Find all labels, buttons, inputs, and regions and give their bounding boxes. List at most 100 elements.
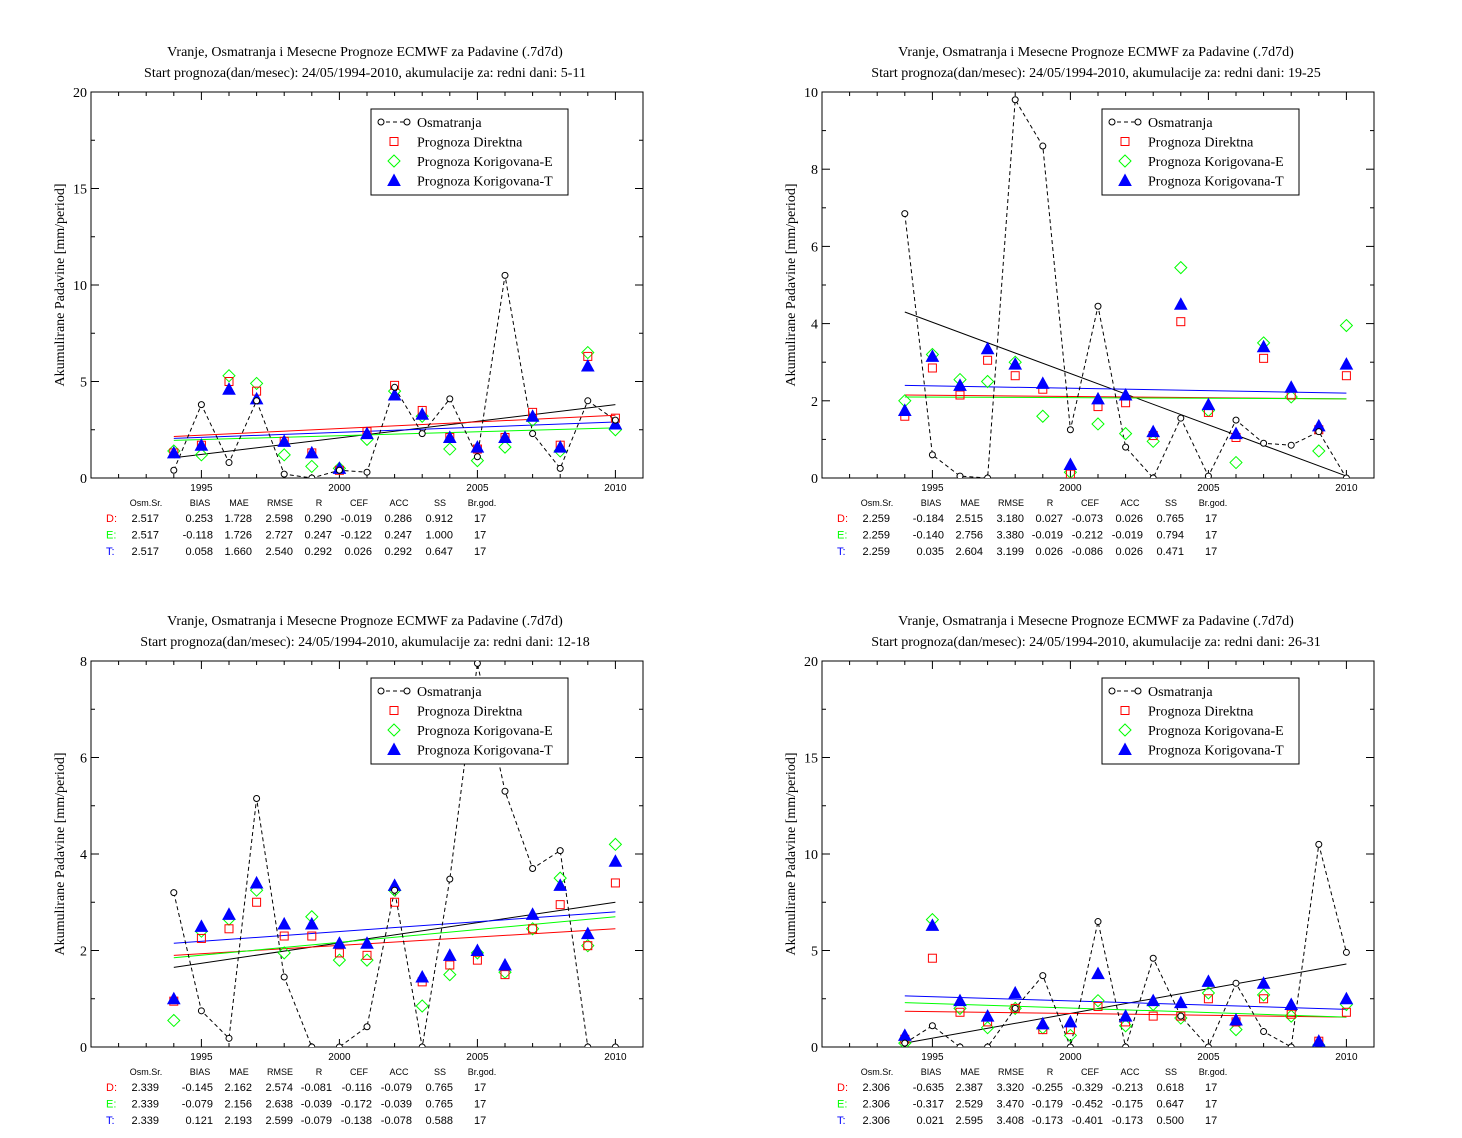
point-corrected-e xyxy=(305,459,319,474)
stats-header: ACC xyxy=(1120,1067,1140,1077)
chart-subtitle: Start prognoza(dan/mesec): 24/05/1994-20… xyxy=(140,635,589,650)
point-observed xyxy=(418,430,426,438)
point-corrected-t xyxy=(1284,380,1299,393)
point-direct xyxy=(1065,469,1075,478)
legend-marker-direct xyxy=(389,137,399,146)
stats-header: SS xyxy=(434,498,446,508)
point-direct xyxy=(1010,371,1020,381)
stats-header: SS xyxy=(434,1067,446,1077)
point-observed xyxy=(928,451,936,459)
point-observed xyxy=(584,1043,592,1047)
point-observed xyxy=(225,459,233,467)
stats-value: 17 xyxy=(474,1082,486,1094)
legend-marker-observed xyxy=(1134,687,1142,695)
point-observed xyxy=(1315,428,1323,436)
legend-marker-observed xyxy=(1108,687,1116,695)
stats-value: -0.073 xyxy=(1072,513,1103,525)
point-corrected-t xyxy=(980,1009,995,1022)
stats-table: Osm.Sr. BIAS MAE RMSE R CEF ACC SS Br.god. D: 2.30… xyxy=(837,1067,1227,1127)
chart-panel-days-5-11: Vranje, Osmatranja i Mesecne Prognoze EC… xyxy=(0,0,731,569)
stats-value: -0.039 xyxy=(381,1099,412,1111)
stats-value: 0.027 xyxy=(1035,513,1063,525)
legend-label-direct: Prognoza Direktna xyxy=(1148,705,1254,720)
point-direct xyxy=(1148,1011,1158,1021)
stats-value: 0.247 xyxy=(304,530,332,542)
point-observed xyxy=(391,886,399,894)
stats-header: R xyxy=(1047,498,1054,508)
y-tick-label: 10 xyxy=(73,279,87,294)
stats-value: -0.175 xyxy=(1112,1099,1143,1111)
point-observed xyxy=(335,466,343,474)
stats-value: 0.021 xyxy=(916,1115,944,1127)
stats-value: -0.329 xyxy=(1072,1082,1103,1094)
point-corrected-t xyxy=(498,957,512,971)
chart-subtitle: Start prognoza(dan/mesec): 24/05/1994-20… xyxy=(144,66,586,81)
stats-value: 0.026 xyxy=(1035,546,1063,558)
point-corrected-e xyxy=(222,369,236,383)
stats-value: 0.121 xyxy=(185,1115,213,1127)
stats-header: MAE xyxy=(229,1067,249,1077)
point-corrected-t xyxy=(1284,997,1299,1011)
legend-marker-corrected-e xyxy=(1118,154,1132,168)
legend-marker-direct xyxy=(1120,137,1130,146)
y-axis-label: Akumulirane Padavine [mm/period] xyxy=(53,753,68,956)
x-tick-label: 2000 xyxy=(328,483,351,494)
legend-label-direct: Prognoza Direktna xyxy=(1148,136,1254,151)
point-corrected-t xyxy=(387,387,402,401)
point-direct xyxy=(252,897,262,907)
stats-header: MAE xyxy=(229,498,249,508)
point-corrected-e xyxy=(498,440,512,454)
point-corrected-t xyxy=(222,382,236,395)
stats-header: Br.god. xyxy=(468,498,497,508)
point-corrected-t xyxy=(1118,1009,1133,1022)
stats-row-label: T: xyxy=(106,1115,115,1127)
y-tick-label: 10 xyxy=(804,86,818,101)
trend-line-corrected-e xyxy=(173,427,616,441)
point-corrected-e xyxy=(1256,988,1271,1002)
point-observed xyxy=(556,464,564,472)
stats-header: RMSE xyxy=(998,1067,1024,1077)
stats-value: 2.727 xyxy=(265,530,293,542)
stats-value: 17 xyxy=(1205,530,1217,542)
legend-marker-direct xyxy=(1120,706,1130,715)
stats-header: Osm.Sr. xyxy=(861,498,894,508)
observed-line xyxy=(173,275,616,478)
chart-svg: Vranje, Osmatranja i Mesecne Prognoze EC… xyxy=(53,614,644,1127)
y-tick-label: 6 xyxy=(811,240,818,255)
stats-value: 2.156 xyxy=(224,1099,252,1111)
point-direct xyxy=(555,900,565,910)
stats-value: 17 xyxy=(1205,546,1217,558)
stats-value: -0.118 xyxy=(183,530,213,542)
stats-value: -0.122 xyxy=(341,530,372,542)
stats-value: 0.765 xyxy=(425,1099,453,1111)
point-observed xyxy=(1287,441,1295,449)
point-observed xyxy=(501,271,509,279)
point-observed xyxy=(473,453,481,461)
point-observed xyxy=(446,395,454,403)
point-corrected-t xyxy=(166,445,181,459)
trend-line-corrected-t xyxy=(173,911,616,944)
stats-header: BIAS xyxy=(921,1067,942,1077)
point-corrected-e xyxy=(953,1001,967,1016)
point-corrected-t xyxy=(222,907,236,920)
stats-value: 2.595 xyxy=(955,1115,983,1127)
y-tick-label: 4 xyxy=(80,848,87,863)
y-tick-label: 8 xyxy=(811,163,818,178)
stats-value: 17 xyxy=(1205,1115,1217,1127)
stats-value: 0.292 xyxy=(304,546,332,558)
point-corrected-t xyxy=(1173,297,1188,310)
trend-lines xyxy=(173,404,616,459)
stats-header: ACC xyxy=(389,498,409,508)
y-axis-label: Akumulirane Padavine [mm/period] xyxy=(53,184,68,387)
point-corrected-t xyxy=(1311,1034,1326,1047)
stats-value: -0.635 xyxy=(913,1082,944,1094)
stats-header: Br.god. xyxy=(1199,1067,1228,1077)
point-direct xyxy=(583,941,593,951)
point-observed xyxy=(280,470,288,478)
point-observed xyxy=(1177,1012,1185,1020)
point-observed xyxy=(956,472,964,478)
stats-value: 0.765 xyxy=(1156,513,1184,525)
point-corrected-e xyxy=(277,946,291,960)
stats-value: -0.145 xyxy=(182,1082,213,1094)
stats-value: 2.193 xyxy=(224,1115,252,1127)
